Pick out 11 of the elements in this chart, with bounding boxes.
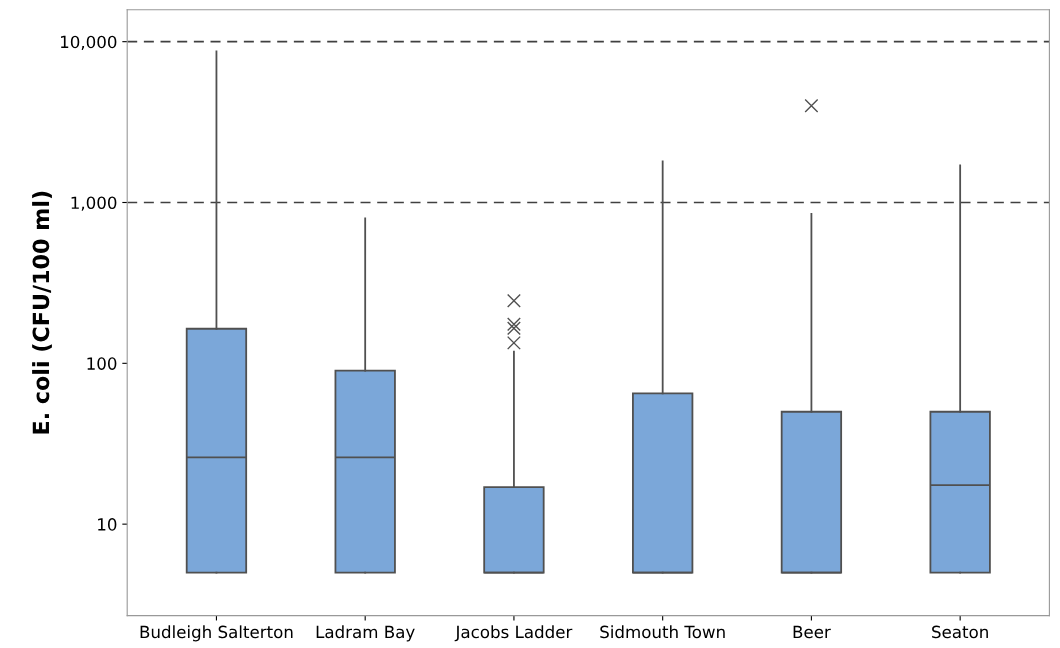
y-tick-label: 10 [98, 518, 117, 531]
y-tick-label: 1,000 [71, 196, 117, 211]
x-tick-label: Budleigh Salterton [140, 625, 293, 642]
x-tick-label: Jacobs Ladder [454, 625, 573, 642]
x-tick-label: Sidmouth Town [600, 625, 725, 639]
y-tick-label: 100 [87, 357, 117, 370]
y-axis-title: E. coli (CFU/100 ml) [32, 191, 52, 434]
x-tick-label: Ladram Bay [316, 625, 415, 642]
x-tick-label: Beer [793, 625, 831, 639]
x-tick-label: Seaton [932, 625, 988, 639]
y-tick-label: 10,000 [60, 35, 117, 50]
